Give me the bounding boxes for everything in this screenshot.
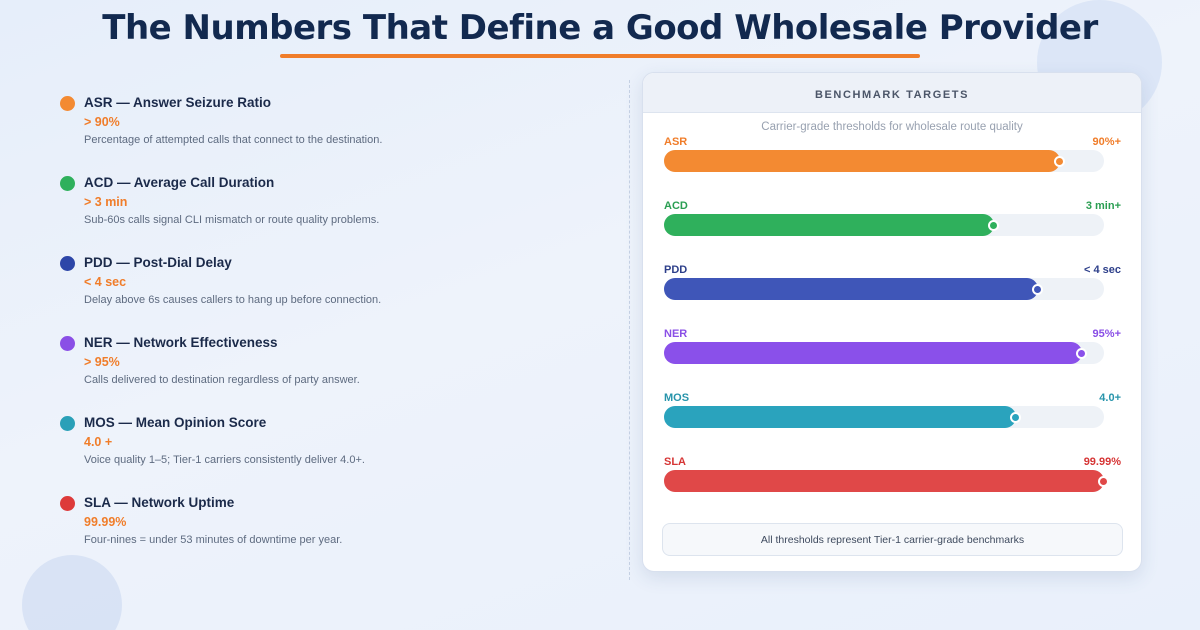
bar-label: MOS xyxy=(664,392,690,404)
bar-track xyxy=(664,278,1104,300)
bar-value: 95%+ xyxy=(1092,328,1121,340)
metric-item-mos: MOS — Mean Opinion Score 4.0 + Voice qua… xyxy=(60,414,580,494)
metric-target: > 90% xyxy=(84,115,120,129)
metric-item-ner: NER — Network Effectiveness > 95% Calls … xyxy=(60,334,580,414)
bar-fill xyxy=(664,342,1082,364)
status-dot-icon xyxy=(60,176,75,191)
metric-name: SLA — Network Uptime xyxy=(84,495,235,510)
metric-target: < 4 sec xyxy=(84,275,127,289)
metric-description: Voice quality 1–5; Tier-1 carriers consi… xyxy=(84,454,365,466)
bar-fill xyxy=(664,278,1038,300)
bar-fill xyxy=(664,150,1060,172)
benchmark-bar-ner: NER 95%+ xyxy=(663,327,1123,367)
metrics-list: ASR — Answer Seizure Ratio > 90% Percent… xyxy=(60,94,580,574)
metric-description: Percentage of attempted calls that conne… xyxy=(84,134,383,146)
metric-target: 99.99% xyxy=(84,515,127,529)
bar-value: 99.99% xyxy=(1083,456,1121,468)
bar-label: SLA xyxy=(664,456,686,468)
metric-name: ASR — Answer Seizure Ratio xyxy=(84,95,272,110)
benchmark-footnote: All thresholds represent Tier-1 carrier-… xyxy=(662,523,1123,556)
metric-target: > 3 min xyxy=(84,195,128,209)
bar-track xyxy=(664,150,1104,172)
metric-description: Delay above 6s causes callers to hang up… xyxy=(84,294,382,306)
bar-value: < 4 sec xyxy=(1083,264,1121,276)
decorative-circle xyxy=(22,555,122,630)
metric-item-asr: ASR — Answer Seizure Ratio > 90% Percent… xyxy=(60,94,580,174)
metric-name: NER — Network Effectiveness xyxy=(84,335,278,350)
bar-value: 3 min+ xyxy=(1085,200,1121,212)
bar-label: NER xyxy=(664,328,688,340)
benchmark-bar-acd: ACD 3 min+ xyxy=(663,199,1123,239)
bar-end-marker-icon xyxy=(988,220,999,231)
metric-target: > 95% xyxy=(84,355,120,369)
status-dot-icon xyxy=(60,336,75,351)
bar-label: PDD xyxy=(664,264,688,276)
metric-description: Calls delivered to destination regardles… xyxy=(84,374,360,386)
metric-item-acd: ACD — Average Call Duration > 3 min Sub-… xyxy=(60,174,580,254)
metric-name: ACD — Average Call Duration xyxy=(84,175,275,190)
status-dot-icon xyxy=(60,416,75,431)
metric-description: Sub-60s calls signal CLI mismatch or rou… xyxy=(84,214,380,226)
bar-track xyxy=(664,406,1104,428)
benchmark-bar-mos: MOS 4.0+ xyxy=(663,391,1123,431)
benchmark-bar-asr: ASR 90%+ xyxy=(663,135,1123,175)
bar-end-marker-icon xyxy=(1076,348,1087,359)
bar-fill xyxy=(664,470,1104,492)
benchmark-subtitle: Carrier-grade thresholds for wholesale r… xyxy=(761,121,1023,133)
page-title: The Numbers That Define a Good Wholesale… xyxy=(102,8,1098,48)
bar-fill xyxy=(664,406,1016,428)
status-dot-icon xyxy=(60,496,75,511)
benchmark-heading: BENCHMARK TARGETS xyxy=(643,73,1141,113)
bar-label: ACD xyxy=(664,200,688,212)
bar-track xyxy=(664,470,1109,492)
bar-value: 4.0+ xyxy=(1099,392,1121,404)
bar-track xyxy=(664,214,1104,236)
bar-end-marker-icon xyxy=(1054,156,1065,167)
bar-value: 90%+ xyxy=(1092,136,1121,148)
benchmark-card: BENCHMARK TARGETS Carrier-grade threshol… xyxy=(642,72,1142,572)
status-dot-icon xyxy=(60,96,75,111)
bar-end-marker-icon xyxy=(1032,284,1043,295)
metric-target: 4.0 + xyxy=(84,435,113,449)
bar-end-marker-icon xyxy=(1098,476,1109,487)
benchmark-bar-pdd: PDD < 4 sec xyxy=(663,263,1123,303)
bar-end-marker-icon xyxy=(1010,412,1021,423)
bar-fill xyxy=(664,214,994,236)
bar-track xyxy=(664,342,1104,364)
metric-description: Four-nines = under 53 minutes of downtim… xyxy=(84,534,343,546)
column-divider xyxy=(629,80,630,580)
metric-item-pdd: PDD — Post-Dial Delay < 4 sec Delay abov… xyxy=(60,254,580,334)
metric-item-sla: SLA — Network Uptime 99.99% Four-nines =… xyxy=(60,494,580,574)
status-dot-icon xyxy=(60,256,75,271)
metric-name: MOS — Mean Opinion Score xyxy=(84,415,267,430)
title-underline xyxy=(280,54,920,58)
bar-label: ASR xyxy=(664,136,688,148)
benchmark-bar-sla: SLA 99.99% xyxy=(663,455,1123,495)
metric-name: PDD — Post-Dial Delay xyxy=(84,255,232,270)
